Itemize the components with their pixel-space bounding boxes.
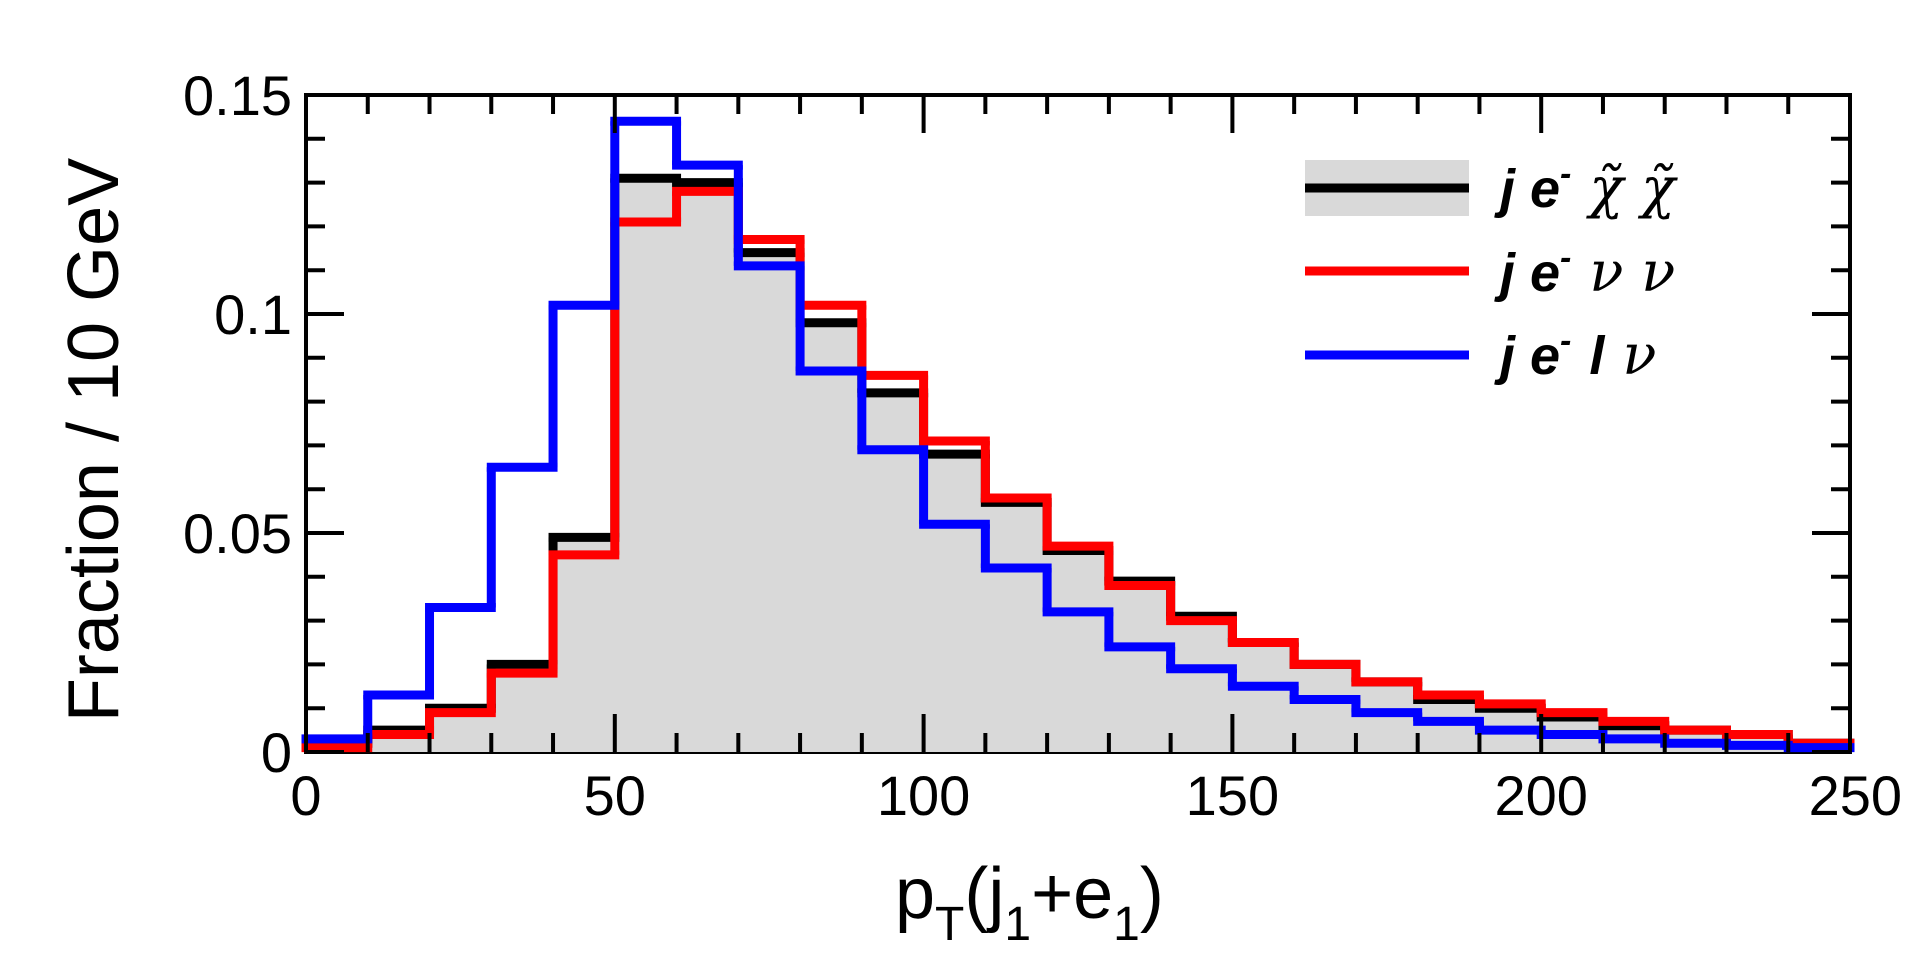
x-tick-label: 50 bbox=[584, 764, 646, 827]
y-tick-label: 0.15 bbox=[183, 64, 292, 127]
legend-entry-chichi: j e-χ̃ χ̃ bbox=[1305, 155, 1678, 221]
legend-label-nunu: j e-ν ν bbox=[1494, 239, 1675, 305]
y-tick-label: 0.05 bbox=[183, 502, 292, 565]
x-tick-label: 200 bbox=[1494, 764, 1587, 827]
x-tick-labels: 0 50 100 150 200 250 bbox=[290, 764, 1902, 827]
y-tick-labels: 0 0.05 0.1 0.15 bbox=[183, 64, 292, 784]
legend-label-lnu: j e-l ν bbox=[1494, 322, 1656, 388]
y-axis-title: Fraction / 10 GeV bbox=[54, 158, 134, 722]
tick-layer bbox=[304, 93, 1852, 754]
x-tick-label: 100 bbox=[877, 764, 970, 827]
y-tick-label: 0 bbox=[261, 721, 292, 784]
legend-entry-lnu: j e-l ν bbox=[1305, 322, 1656, 388]
x-tick-label: 0 bbox=[290, 764, 321, 827]
x-tick-label: 150 bbox=[1186, 764, 1279, 827]
legend-label-chichi: j e-χ̃ χ̃ bbox=[1494, 155, 1678, 221]
legend-entry-nunu: j e-ν ν bbox=[1305, 239, 1675, 305]
legend: j e-χ̃ χ̃ j e-ν ν j e-l ν bbox=[1305, 155, 1678, 388]
x-axis-title: pT(j1+e1) bbox=[895, 854, 1164, 951]
histogram-layer bbox=[301, 116, 1855, 753]
x-tick-label: 250 bbox=[1809, 764, 1902, 827]
series-fill-chichi bbox=[306, 178, 1850, 753]
y-tick-label: 0.1 bbox=[214, 283, 292, 346]
